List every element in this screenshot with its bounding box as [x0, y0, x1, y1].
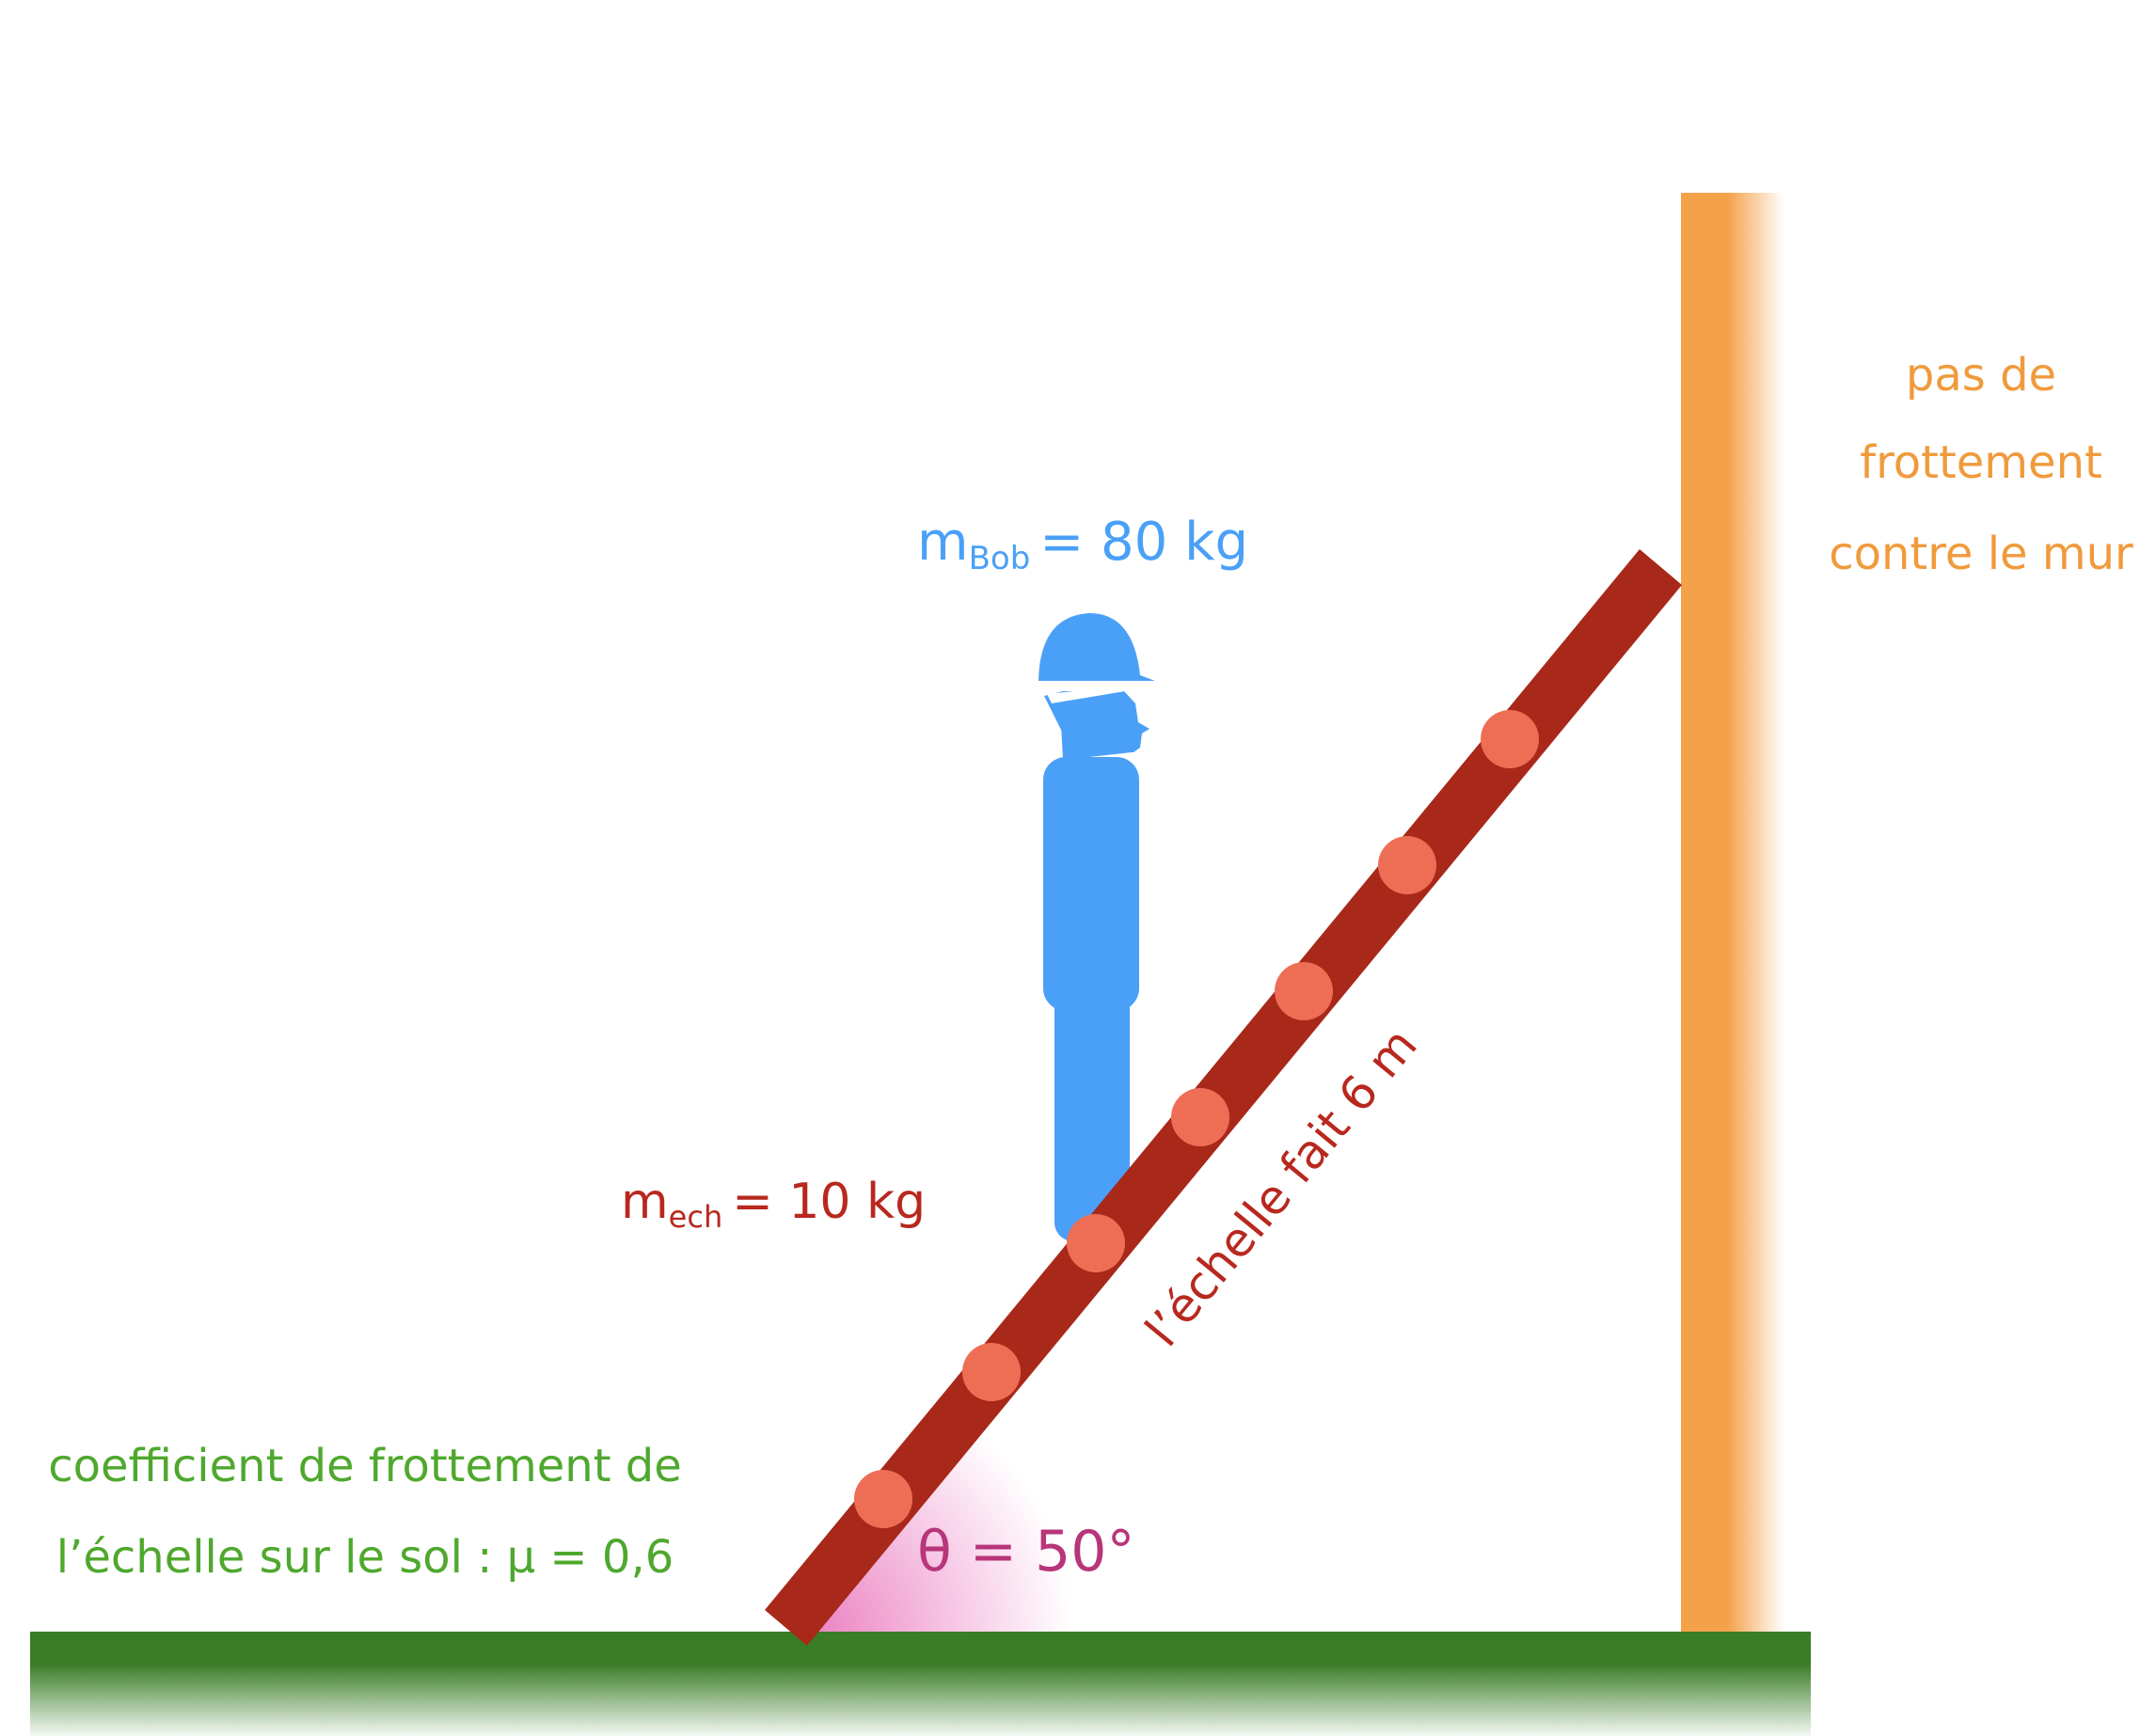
rung [1275, 962, 1333, 1020]
bob-figure [1038, 613, 1165, 1241]
rung [1378, 836, 1436, 894]
angle-label: θ = 50° [917, 1519, 1134, 1585]
ladder-mass-symbol: m [621, 1174, 669, 1230]
rung [1481, 710, 1539, 768]
ground-note-line2: l’échelle sur le sol : μ = 0,6 [56, 1531, 674, 1584]
ground-friction-note: coefficient de frottement de l’échelle s… [48, 1440, 682, 1584]
rung [854, 1470, 912, 1528]
bob-mass-label: mBob = 80 kg [917, 512, 1248, 577]
ladder-mass-subscript: ech [669, 1199, 723, 1235]
rung [1067, 1214, 1125, 1272]
ground-note-line1: coefficient de frottement de [48, 1440, 682, 1492]
rung [962, 1343, 1021, 1401]
bob-mass-subscript: Bob [969, 540, 1031, 577]
ladder-mass-label: mech = 10 kg [621, 1174, 926, 1235]
ladder-mass-value: = 10 kg [732, 1174, 926, 1230]
angle-wedge [809, 1400, 1111, 1632]
wall-note-line1: pas de [1906, 349, 2056, 402]
ground [30, 1632, 1811, 1736]
bob-mass-symbol: m [917, 512, 969, 573]
wall-note-line3: contre le mur [1829, 528, 2133, 580]
wall-note-line2: frottement [1860, 436, 2102, 489]
bob-mass-value: = 80 kg [1039, 512, 1248, 573]
ladder-rungs [854, 710, 1539, 1528]
wall [1681, 193, 1784, 1641]
rung [1171, 1088, 1229, 1146]
wall-note: pas de frottement contre le mur [1829, 349, 2133, 580]
